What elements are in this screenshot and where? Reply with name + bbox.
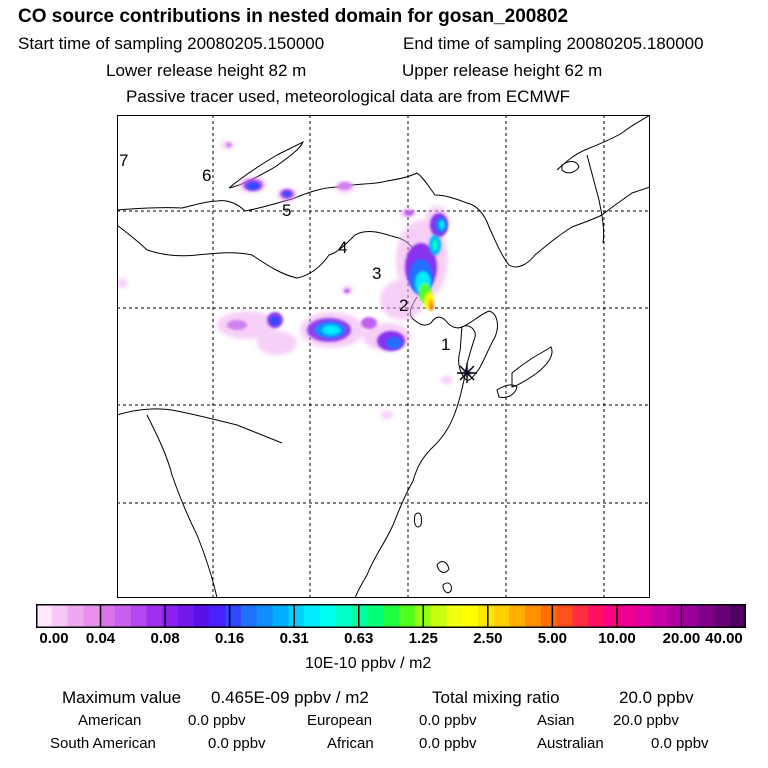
colorbar-cell	[351, 604, 368, 628]
coastlines-borders	[117, 115, 650, 598]
colorbar-cell	[288, 604, 305, 628]
colorbar-cell	[178, 604, 195, 628]
tracer-note: Passive tracer used, meteorological data…	[126, 87, 571, 106]
region-african-name: African	[327, 735, 374, 752]
colorbar-cell	[36, 604, 53, 628]
colorbar-cell	[241, 604, 258, 628]
plot-title: CO source contributions in nested domain…	[18, 6, 569, 27]
colorbar-cell	[588, 604, 605, 628]
colorbar-cell	[256, 604, 274, 628]
colorbar-cell	[304, 604, 321, 628]
region-australian-name: Australian	[537, 735, 604, 752]
region-label-6: 6	[202, 166, 211, 185]
colorbar-tick-label: 2.50	[473, 630, 503, 647]
colorbar-cell	[114, 604, 132, 628]
colorbar-cell	[462, 604, 479, 628]
colorbar-tick-label: 0.16	[215, 630, 245, 647]
colorbar-cell	[604, 604, 621, 628]
colorbar-cell	[525, 604, 542, 628]
colorbar-cell	[540, 604, 558, 628]
colorbar-tick-label: 0.08	[150, 630, 180, 647]
colorbar-cell	[67, 604, 84, 628]
region-american-name: American	[78, 712, 142, 729]
colorbar-cell	[493, 604, 510, 628]
colorbar-cell	[730, 604, 746, 628]
colorbar-cell	[320, 604, 337, 628]
colorbar-cell	[651, 604, 668, 628]
region-label-4: 4	[338, 238, 347, 257]
sampling-start: Start time of sampling 20080205.150000	[18, 34, 325, 53]
colorbar-tick-label: 0.31	[279, 630, 309, 647]
region-label-3: 3	[372, 264, 381, 283]
colorbar-cell	[714, 604, 731, 628]
region-labels: 1 2 3 4 5 6 7	[119, 151, 450, 354]
colorbar-cell	[99, 604, 116, 628]
region-south-american-name: South American	[50, 735, 156, 752]
region-american-value: 0.0 ppbv	[188, 712, 246, 729]
colorbar-cell	[682, 604, 700, 628]
colorbar-cell	[209, 604, 226, 628]
colorbar-tick-label: 20.00	[662, 630, 701, 647]
colorbar-tick-label: 10.00	[598, 630, 636, 647]
colorbar-cell	[162, 604, 179, 628]
colorbar-cell	[509, 604, 526, 628]
region-australian-value: 0.0 ppbv	[651, 735, 709, 752]
colorbar-cell	[619, 604, 637, 628]
colorbar-cell	[698, 604, 716, 628]
colorbar-cell	[83, 604, 100, 628]
total-mixing-label: Total mixing ratio	[432, 688, 560, 707]
colorbar-cell	[272, 604, 290, 628]
max-value-label: Maximum value	[62, 688, 182, 707]
colorbar-unit: 10E-10 ppbv / m2	[305, 655, 432, 672]
region-label-7: 7	[119, 151, 128, 170]
colorbar-tick-label: 0.00	[39, 630, 69, 647]
colorbar-cell	[146, 604, 163, 628]
colorbar-cell	[193, 604, 211, 628]
colorbar-cell	[335, 604, 353, 628]
upper-release-height: Upper release height 62 m	[402, 61, 603, 80]
colorbar-cell	[130, 604, 148, 628]
sampling-end: End time of sampling 20080205.180000	[403, 34, 704, 53]
colorbar-cell	[572, 604, 589, 628]
total-mixing-value: 20.0 ppbv	[619, 688, 694, 707]
colorbar	[36, 604, 746, 628]
colorbar-cell	[556, 604, 574, 628]
colorbar-tick-label: 40.00	[705, 630, 743, 647]
region-european-name: European	[307, 712, 373, 729]
colorbar-tick-label: 0.04	[85, 630, 116, 647]
region-label-2: 2	[399, 296, 408, 315]
colorbar-tick-label: 5.00	[537, 630, 567, 647]
colorbar-tick-label: 0.63	[344, 630, 374, 647]
colorbar-cell	[225, 604, 242, 628]
region-label-1: 1	[441, 335, 450, 354]
lower-release-height: Lower release height 82 m	[106, 61, 307, 80]
colorbar-cell	[383, 604, 400, 628]
colorbar-cell	[446, 604, 463, 628]
colorbar-cell	[667, 604, 684, 628]
source-contribution-map: 1 2 3 4 5 6 7	[117, 115, 650, 598]
max-value: 0.465E-09 ppbv / m2	[211, 688, 369, 707]
contribution-plumes	[117, 141, 471, 419]
region-european-value: 0.0 ppbv	[419, 712, 477, 729]
colorbar-cell	[367, 604, 384, 628]
colorbar-tick-label: 1.25	[408, 630, 438, 647]
region-african-value: 0.0 ppbv	[419, 735, 477, 752]
region-asian-value: 20.0 ppbv	[613, 712, 679, 729]
region-south-american-value: 0.0 ppbv	[208, 735, 266, 752]
asterisk-icon	[457, 363, 477, 383]
colorbar-cell	[51, 604, 69, 628]
colorbar-cell	[430, 604, 447, 628]
lat-lon-grid	[117, 115, 650, 598]
colorbar-cell	[477, 604, 495, 628]
region-asian-name: Asian	[537, 712, 575, 729]
colorbar-cell	[635, 604, 652, 628]
region-label-5: 5	[282, 201, 291, 220]
colorbar-cell	[398, 604, 416, 628]
